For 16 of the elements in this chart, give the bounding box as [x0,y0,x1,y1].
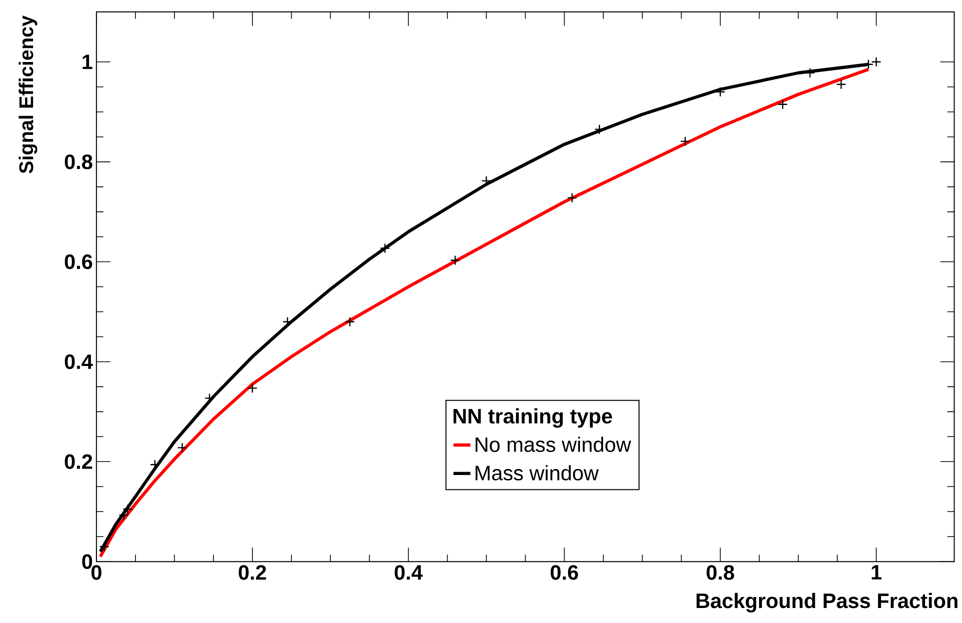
x-tick-label: 0.6 [550,564,578,580]
y-tick-label: 1 [82,54,92,69]
y-tick-label: 0 [82,554,92,569]
y-axis-title: Signal Efficiency [18,15,38,174]
x-tick-label: 0.8 [706,564,734,580]
x-tick-label: 1 [872,564,882,580]
x-tick-label: 0.4 [394,564,423,580]
y-tick-label: 0.6 [64,254,92,270]
y-tick-label: 0.8 [64,154,92,170]
x-tick-label: 0.2 [238,564,266,580]
y-tick-label: 0.2 [64,454,92,469]
legend-label: Mass window [476,465,599,480]
x-axis-title: Background Pass Fraction [696,592,958,612]
legend-title: NN training type [454,408,612,428]
y-tick-label: 0.4 [64,354,93,369]
legend-label: No mass window [476,436,632,452]
